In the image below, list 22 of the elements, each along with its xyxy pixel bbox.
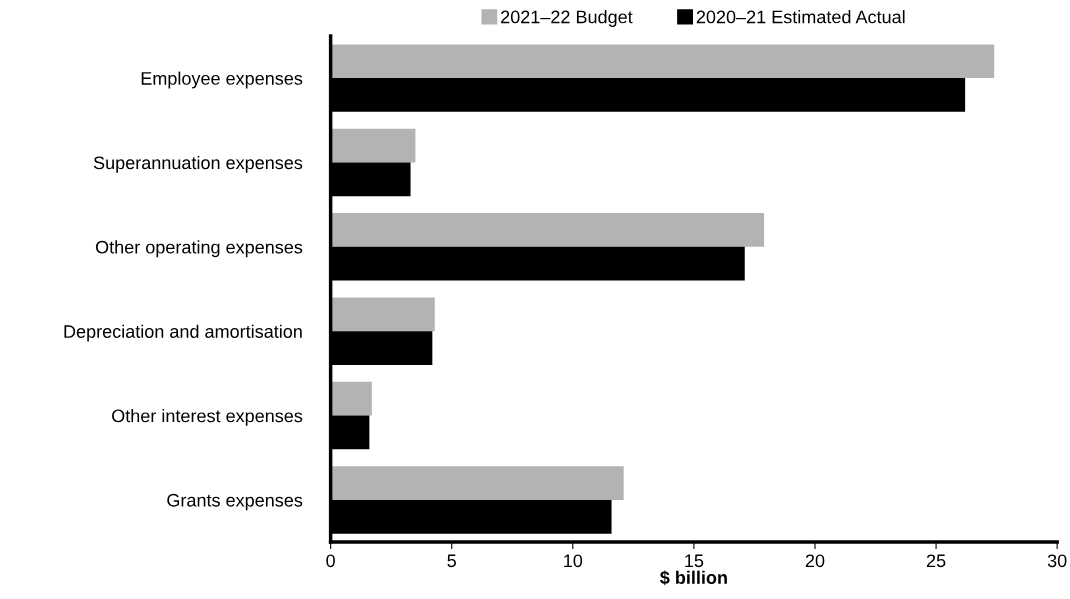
bar (330, 128, 416, 163)
y-tick-label: Other interest expenses (112, 409, 303, 426)
x-axis-title: $ billion (660, 570, 727, 586)
x-tick-label: 20 (805, 554, 825, 568)
x-tick-label: 0 (326, 554, 335, 568)
y-tick-label: Other operating expenses (95, 240, 303, 258)
x-tick-label: 15 (685, 554, 704, 568)
bar (330, 297, 435, 332)
x-tick-label: 30 (1047, 554, 1067, 568)
x-tick-label: 10 (564, 554, 583, 568)
bar (330, 44, 995, 79)
legend-label: 2020–21 Estimated Actual (696, 10, 905, 24)
y-tick-label: Superannuation expenses (93, 155, 303, 173)
y-tick-label: Employee expenses (141, 71, 303, 89)
y-tick-label: Depreciation and amortisation (64, 324, 302, 342)
bar (330, 381, 372, 416)
x-tick-label: 25 (926, 554, 946, 568)
y-tick-label: Grants expenses (167, 493, 303, 511)
bar (330, 213, 765, 247)
legend-label: 2021–22 Budget (501, 10, 633, 27)
bar (330, 466, 624, 500)
x-tick-label: 5 (447, 554, 456, 568)
